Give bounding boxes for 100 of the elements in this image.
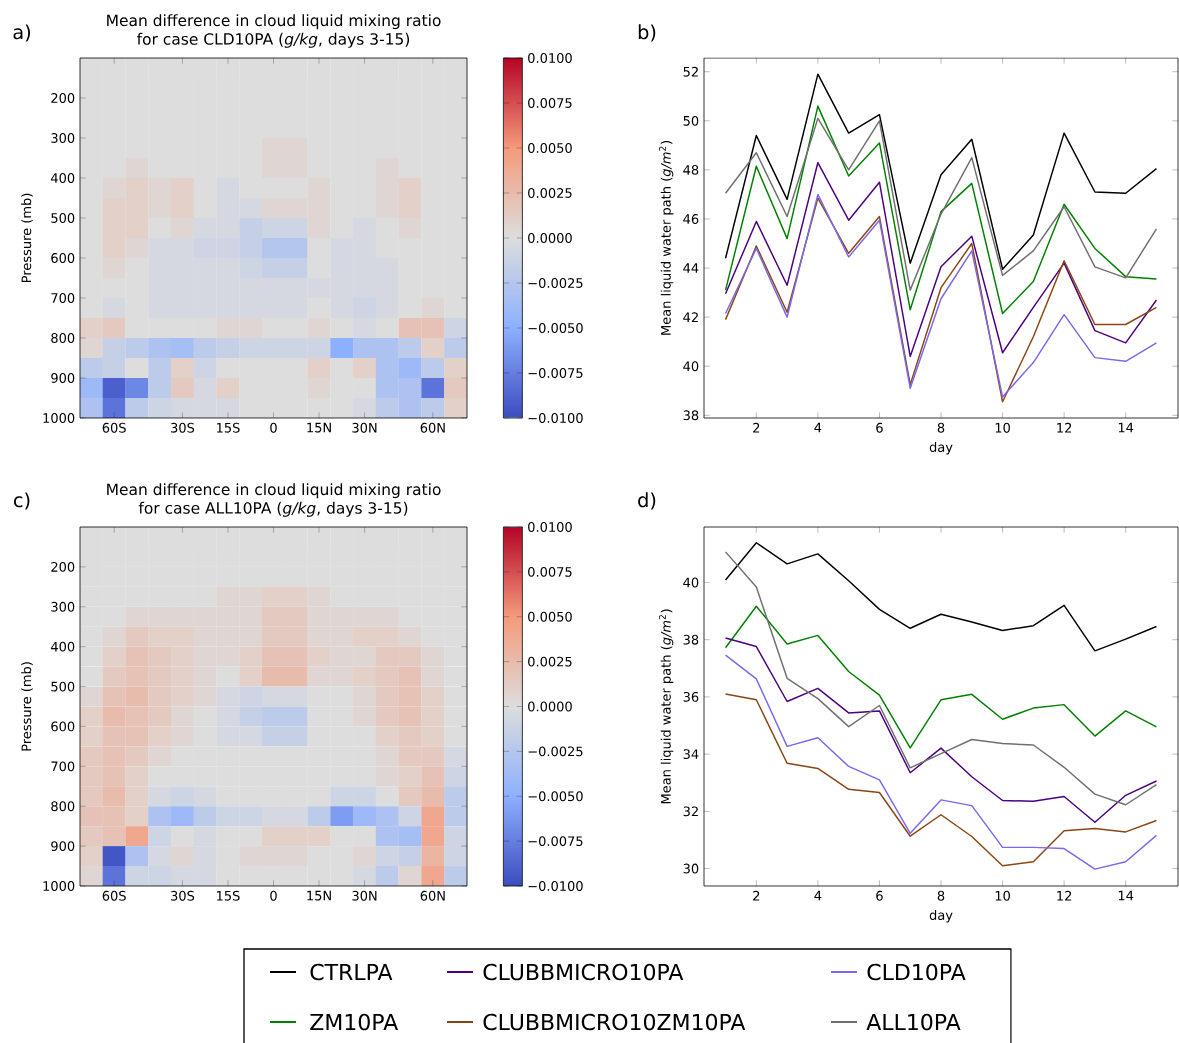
y-tick-label: 700 xyxy=(51,293,75,303)
x-tick-label: 6 xyxy=(876,422,883,433)
y-tick-label: 800 xyxy=(51,801,75,812)
y-tick-label: 40 xyxy=(683,577,699,588)
y-tick-label: 900 xyxy=(51,373,75,383)
text: b) xyxy=(638,24,656,42)
y-tick-label: 300 xyxy=(51,601,75,612)
color-bar-label: −0.0025 xyxy=(528,746,583,757)
line-series xyxy=(724,605,1158,749)
x-tick-label: 15N xyxy=(307,422,331,433)
y-axis-title: Mean liquid water path (g/m$^{2}$) xyxy=(659,609,674,804)
line-series xyxy=(724,73,1158,271)
y-tick-label: 200 xyxy=(51,561,75,572)
y-axis-title: Pressure (mb) xyxy=(21,193,33,283)
y-tick-label: 500 xyxy=(51,213,75,223)
color-bar-label: 0.0050 xyxy=(528,143,572,153)
x-tick-label: 4 xyxy=(814,422,822,433)
y-tick-label: 48 xyxy=(683,164,699,175)
color-bar-label: −0.0050 xyxy=(528,323,583,333)
line-series xyxy=(724,637,1158,823)
y-tick-label: 800 xyxy=(51,333,75,343)
color-bar-label: 0.0075 xyxy=(528,566,572,577)
legend-label: CLUBBMICRO10ZM10PA xyxy=(483,1013,746,1031)
x-tick-label: 12 xyxy=(1057,422,1072,433)
color-bar-label: −0.0075 xyxy=(528,368,583,378)
color-bar-label: −0.0050 xyxy=(528,791,583,802)
y-tick-label: 32 xyxy=(683,806,698,817)
y-tick-label: 44 xyxy=(683,263,699,273)
legend-label: ZM10PA xyxy=(310,1013,399,1031)
x-tick-label: 4 xyxy=(814,890,822,901)
color-bar-label: −0.0075 xyxy=(528,836,583,847)
x-tick-label: 30N xyxy=(352,890,377,901)
color-bar-label: 0.0000 xyxy=(528,233,572,243)
x-tick-label: 10 xyxy=(995,890,1010,901)
color-bar-label: −0.0100 xyxy=(528,413,583,423)
line-series xyxy=(724,654,1158,870)
line-series xyxy=(724,551,1158,806)
y-tick-label: 600 xyxy=(51,253,75,263)
x-tick-label: 8 xyxy=(937,890,945,901)
color-bar-label: 0.0050 xyxy=(528,611,572,622)
color-bar-label: 0.0100 xyxy=(528,522,572,532)
legend-label: ALL10PA xyxy=(866,1013,961,1031)
y-tick-label: 600 xyxy=(51,721,75,732)
y-tick-label: 1000 xyxy=(43,413,75,423)
y-tick-label: 52 xyxy=(683,66,698,77)
legend-label: CLD10PA xyxy=(867,963,966,981)
y-tick-label: 38 xyxy=(683,410,699,421)
color-bar-label: 0.0025 xyxy=(528,188,572,198)
y-tick-label: 400 xyxy=(50,173,75,183)
x-tick-label: 8 xyxy=(937,422,945,433)
y-tick-label: 38 xyxy=(683,634,699,645)
y-tick-label: 36 xyxy=(683,691,699,702)
legend-label: CTRLPA xyxy=(310,963,393,981)
x-tick-label: 2 xyxy=(753,890,760,901)
legend-label: CLUBBMICRO10PA xyxy=(483,963,684,981)
chart-subtitle: for case CLD10PA (g/kg, days 3-15) xyxy=(137,32,410,48)
chart-title: Mean difference in cloud liquid mixing ratio xyxy=(107,483,441,499)
x-tick-label: 60N xyxy=(420,890,445,901)
y-tick-label: 42 xyxy=(683,312,698,322)
text: c) xyxy=(13,492,30,510)
color-bar-label: 0.0075 xyxy=(528,98,572,108)
color-bar-label: −0.0025 xyxy=(528,278,583,288)
y-tick-label: 50 xyxy=(683,115,699,126)
x-axis-title: day xyxy=(929,909,953,923)
x-tick-label: 60S xyxy=(102,890,126,901)
color-bar-label: 0.0000 xyxy=(528,701,572,712)
x-tick-label: 10 xyxy=(995,422,1010,433)
y-axis-title: Mean liquid water path (g/m$^{2}$) xyxy=(659,141,674,335)
y-tick-label: 46 xyxy=(683,214,699,224)
text: d) xyxy=(638,492,656,510)
x-tick-label: 14 xyxy=(1118,422,1134,433)
y-tick-label: 700 xyxy=(51,761,75,772)
y-tick-label: 34 xyxy=(683,749,699,760)
y-tick-label: 400 xyxy=(50,641,75,652)
x-tick-label: 0 xyxy=(270,422,277,433)
y-tick-label: 500 xyxy=(51,681,75,692)
x-tick-label: 2 xyxy=(753,422,760,433)
y-tick-label: 900 xyxy=(51,841,75,852)
color-bar-label: −0.0100 xyxy=(528,881,583,891)
x-tick-label: 30N xyxy=(352,422,377,433)
x-tick-label: 15S xyxy=(217,890,240,901)
color-bar-label: 0.0025 xyxy=(528,656,572,667)
x-tick-label: 0 xyxy=(270,890,277,901)
y-tick-label: 300 xyxy=(51,133,75,143)
line-series xyxy=(724,105,1158,315)
line-series xyxy=(724,117,1158,291)
x-tick-label: 14 xyxy=(1118,890,1134,901)
line-series xyxy=(724,541,1158,652)
text: a) xyxy=(13,24,31,42)
chart-subtitle: for case ALL10PA (g/kg, days 3-15) xyxy=(138,501,408,517)
line-series xyxy=(724,161,1158,358)
x-tick-label: 12 xyxy=(1057,890,1072,901)
chart-title: Mean difference in cloud liquid mixing ratio xyxy=(107,14,441,30)
line-series xyxy=(724,693,1158,867)
x-tick-label: 15S xyxy=(217,422,240,433)
x-tick-label: 15N xyxy=(307,890,331,901)
color-bar-label: 0.0100 xyxy=(528,53,572,63)
x-tick-label: 6 xyxy=(876,890,883,901)
x-axis-title: day xyxy=(929,441,953,455)
y-tick-label: 200 xyxy=(51,93,75,103)
